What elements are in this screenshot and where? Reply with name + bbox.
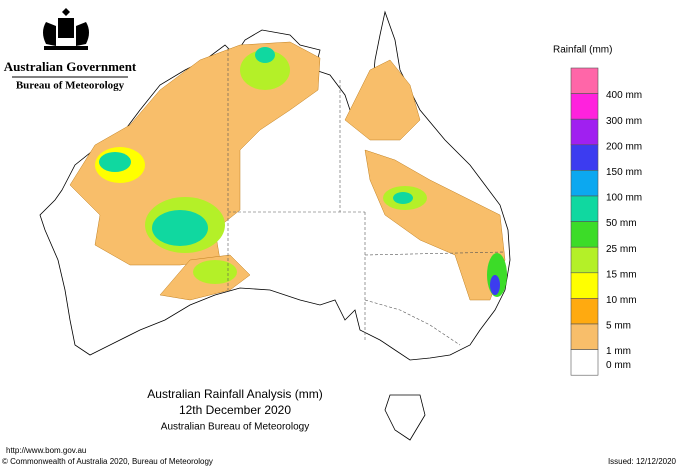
- legend-label: 150 mm: [606, 167, 642, 178]
- rain-area: [240, 50, 290, 90]
- legend-label: 15 mm: [606, 269, 637, 280]
- tasmania: [384, 394, 426, 441]
- legend-label: 200 mm: [606, 141, 642, 152]
- legend-label: 400 mm: [606, 90, 642, 101]
- url: http://www.bom.gov.au: [6, 446, 86, 455]
- map-source: Australian Bureau of Meteorology: [161, 422, 309, 433]
- rain-area: [393, 192, 413, 204]
- legend-swatch: [570, 118, 599, 146]
- rain-area: [193, 260, 237, 284]
- legend-label: 1 mm: [606, 346, 631, 357]
- rain-area: [490, 275, 500, 295]
- rain-area: [69, 41, 321, 266]
- legend-swatch: [570, 272, 599, 299]
- map-date: 12th December 2020: [179, 403, 291, 417]
- rain-area: [344, 59, 421, 141]
- government-name: Australian Government: [4, 59, 137, 74]
- legend-label: 0 mm: [606, 360, 631, 371]
- legend-label: 10 mm: [606, 295, 637, 306]
- agency-name: Bureau of Meteorology: [16, 80, 125, 92]
- legend-title: Rainfall (mm): [553, 45, 612, 56]
- legend-swatch: [570, 323, 599, 350]
- map-title: Australian Rainfall Analysis (mm): [147, 387, 322, 401]
- issued: Issued: 12/12/2020: [608, 457, 677, 466]
- legend-label: 100 mm: [606, 193, 642, 204]
- legend-swatch: [570, 67, 599, 94]
- legend-label: 5 mm: [606, 321, 631, 332]
- rain-area: [99, 152, 131, 172]
- rain-area: [255, 47, 275, 63]
- legend-swatch: [570, 93, 599, 120]
- rain-area: [152, 210, 208, 246]
- copyright: © Commonwealth of Australia 2020, Bureau…: [2, 457, 213, 466]
- map: [39, 10, 511, 441]
- legend-label: 25 mm: [606, 244, 637, 255]
- crest: [43, 8, 89, 50]
- legend-swatch: [570, 298, 599, 325]
- legend-swatch: [570, 195, 599, 222]
- legend-swatch: [570, 349, 599, 376]
- legend-label: 300 mm: [606, 116, 642, 127]
- legend: 400 mm 300 mm 200 mm 150 mm 100 mm 50 mm 25 mm…: [570, 67, 642, 376]
- legend-swatch: [570, 246, 599, 274]
- legend-swatch: [570, 221, 599, 248]
- state-borders: [227, 48, 506, 346]
- legend-swatch: [570, 144, 599, 171]
- legend-label: 50 mm: [606, 218, 637, 229]
- legend-swatch: [570, 170, 599, 197]
